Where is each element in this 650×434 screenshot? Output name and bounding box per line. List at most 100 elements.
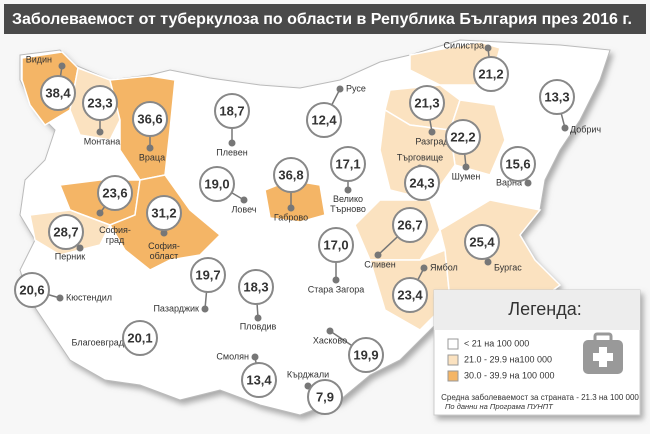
legend-title: Легенда: (508, 299, 581, 319)
region-value-circle (330, 146, 366, 182)
leader-dot (58, 62, 66, 70)
region-name: Стара Загора (308, 284, 365, 294)
leader-dot (428, 128, 436, 136)
leader-dot (336, 85, 344, 93)
region-value-label: 7,9 (316, 389, 334, 404)
region-value-label: 23,6 (102, 185, 127, 200)
region-value-label: 21,3 (414, 95, 439, 110)
region-area (439, 199, 562, 311)
region-value-label: 12,4 (311, 112, 337, 127)
leader-dot (462, 163, 470, 171)
region-value-label: 13,4 (246, 372, 272, 387)
leader-dot (160, 229, 168, 237)
region-value-label: 28,7 (53, 224, 78, 239)
leader-dot (240, 196, 248, 204)
legend: Легенда: < 21 на 100 000 21.0 - 29.9 на10… (433, 289, 641, 416)
legend-label: 30.0 - 39.9 на 100 000 (464, 370, 555, 380)
region-value-circle (392, 207, 428, 243)
title: Заболеваемост от туберкулоза по области … (12, 11, 632, 28)
region-name: Ловеч (232, 204, 257, 214)
region-value-label: 23,4 (397, 287, 423, 302)
region-value-label: 22,2 (450, 129, 475, 144)
title-bar (4, 4, 646, 34)
legend-source: По данни на Програма ПУНПТ (445, 402, 554, 411)
leader-dot (76, 244, 84, 252)
region-value-circle (307, 379, 343, 415)
region-markers: Видин 38,4 Монтана 23,3 Враца 36,6 Плевен 18,7 Р… (14, 40, 601, 415)
region-value-circle (445, 119, 481, 155)
region-value-label: 20,6 (19, 282, 44, 297)
region-value-circle (14, 272, 50, 308)
region-value-circle (199, 166, 235, 202)
region-value-circle (348, 337, 384, 373)
region-value-circle (500, 146, 536, 182)
leader-dot (561, 124, 569, 132)
region-value-circle (409, 85, 445, 121)
region-value-circle (146, 195, 182, 231)
legend-items: < 21 на 100 000 21.0 - 29.9 на100 000 30.0… (447, 338, 555, 382)
region-name: Смолян (216, 351, 249, 361)
region-value-circle (122, 320, 158, 356)
region-value-label: 24,3 (409, 175, 434, 190)
region-name: Пазарджик (153, 303, 199, 313)
leader-dot (524, 179, 532, 187)
region-value-label: 19,7 (195, 267, 220, 282)
region-name: Ямбол (430, 262, 458, 272)
leader-dot (332, 276, 340, 284)
region-value-label: 36,6 (137, 111, 162, 126)
region-name: Русе (346, 83, 366, 93)
region-name: Търговище (397, 152, 443, 162)
legend-swatch (447, 338, 459, 350)
region-value-label: 23,3 (87, 95, 112, 110)
region-name: Шумен (452, 171, 481, 181)
region-value-circle (473, 56, 509, 92)
region-value-label: 17,1 (335, 156, 360, 171)
region-value-label: 18,3 (243, 279, 268, 294)
region-name: Сливен (364, 259, 395, 269)
region-name: Видин (26, 54, 52, 64)
region-name: Хасково (313, 335, 347, 345)
region-value-circle (132, 101, 168, 137)
region-value-label: 18,7 (219, 103, 244, 118)
leader-dot (201, 305, 209, 313)
leader-dot (484, 44, 492, 52)
region-name: Монтана (84, 136, 121, 146)
leader-dot (96, 128, 104, 136)
leader-dot (56, 294, 64, 302)
leader-dot (344, 186, 352, 194)
region-value-label: 19,9 (353, 347, 378, 362)
region-value-circle (97, 175, 133, 211)
region-value-label: 31,2 (151, 205, 176, 220)
leader-dot (251, 353, 259, 361)
region-value-label: 17,0 (323, 237, 348, 252)
region-value-circle (539, 79, 575, 115)
leader-dot (96, 209, 104, 217)
region-value-circle (82, 85, 118, 121)
region-value-circle (404, 165, 440, 201)
region-name: Варна (496, 177, 522, 187)
region-value-label: 36,8 (278, 167, 303, 182)
region-value-circle (392, 277, 428, 313)
region-name: Враца (139, 152, 165, 162)
region-value-label: 19,0 (204, 176, 229, 191)
region-name: Велико Търново (330, 194, 366, 214)
region-value-label: 20,1 (127, 330, 152, 345)
region-value-circle (48, 214, 84, 250)
region-value-label: 13,3 (544, 89, 569, 104)
region-value-circle (318, 227, 354, 263)
leader-dot (374, 251, 382, 259)
legend-note: Средна заболеваемост за страната - 21.3 … (441, 393, 639, 402)
region-name: Бургас (494, 262, 522, 272)
leader-dot (146, 144, 154, 152)
region-value-circle (214, 93, 250, 129)
region-name: Кюстендил (66, 292, 112, 302)
leader-dot (484, 258, 492, 266)
region-value-label: 25,4 (469, 234, 495, 249)
region-value-label: 21,2 (478, 66, 503, 81)
leader-dot (420, 264, 428, 272)
region-name: Благоевград (72, 337, 125, 347)
region-name: София-област (148, 241, 180, 261)
region-value-circle (190, 257, 226, 293)
